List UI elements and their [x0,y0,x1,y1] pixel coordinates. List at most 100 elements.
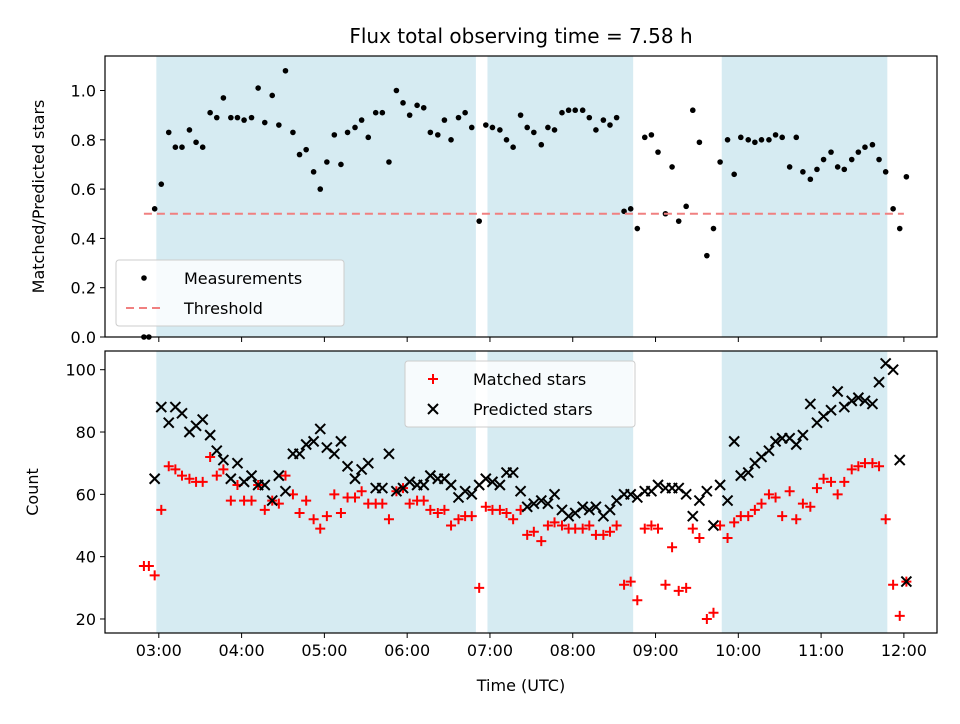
data-point [542,520,553,531]
data-point [524,124,531,131]
data-point [218,464,229,475]
data-point [241,117,247,123]
data-point [894,454,906,466]
data-point [687,510,699,522]
data-point [680,488,692,501]
data-point [805,501,816,512]
data-point [439,504,450,515]
data-point [420,104,427,111]
data-point [565,107,572,114]
series-matched-stars [138,451,912,624]
x-axis-label: Time (UTC) [476,676,565,695]
data-point [600,117,607,123]
data-point [722,532,733,543]
data-point [301,495,312,506]
data-point [538,141,545,148]
data-point [379,109,386,116]
data-point [356,486,367,497]
data-point [839,476,850,487]
data-point [731,171,737,178]
data-point [818,473,829,484]
data-point [349,473,361,485]
data-point [314,423,326,435]
data-point [766,137,772,143]
data-point [259,504,270,515]
data-point [176,407,188,420]
data-point [510,144,516,151]
data-point [362,457,374,469]
data-point [624,488,637,501]
data-point [350,492,361,503]
data-point [335,435,347,448]
data-point [903,173,910,180]
data-point [804,398,817,410]
shaded-interval-2 [487,56,634,337]
y-tick-label: 0.8 [71,131,96,150]
data-point [694,532,705,543]
data-point [728,435,740,448]
data-point [621,208,627,215]
y-tick-label: 0.0 [71,328,96,347]
data-point [508,514,519,525]
data-point [653,523,664,534]
data-point [625,576,636,587]
x-tick-label: 05:00 [301,641,347,660]
data-point [455,114,462,121]
data-point [266,494,278,507]
data-point [790,438,802,451]
data-point [273,469,285,482]
data-point [737,134,744,141]
data-point [681,582,692,593]
data-point [414,102,420,109]
data-point [163,416,175,429]
data-point [535,494,547,507]
data-point [876,156,882,163]
data-point [641,134,648,141]
data-point [769,435,782,448]
data-point [489,124,496,131]
y-tick-label: 60 [76,485,96,504]
data-point [494,479,506,491]
data-point [584,520,595,531]
data-point [404,498,415,509]
data-point [593,127,599,133]
data-point [619,579,630,590]
data-point [693,494,706,507]
data-point [211,470,222,481]
data-point [474,582,485,593]
x-tick-label: 11:00 [798,641,844,660]
data-point [655,149,661,155]
data-point [217,454,230,466]
data-point [176,470,187,481]
data-point [770,492,781,503]
data-point [307,435,320,448]
data-point [583,504,596,516]
data-point [425,504,436,515]
data-point [335,508,346,519]
series-predicted-stars [148,357,913,588]
data-point [611,520,622,531]
data-point [441,117,448,123]
data-point [683,203,689,210]
data-point [536,536,547,547]
data-point [853,461,864,472]
data-point [517,112,524,118]
data-point [435,132,441,138]
legend-marker [141,275,147,281]
bottom-panel: 03:00 04:00 05:00 06:00 07:00 08:00 09:00 10:00… [23,350,938,660]
data-point [846,464,857,475]
data-point [365,134,372,141]
data-point [779,134,785,141]
data-point [704,252,710,259]
data-point [777,511,788,522]
data-point [710,225,717,232]
data-point [590,501,602,513]
legend-label: Measurements [184,269,302,288]
data-point [158,181,165,187]
data-point [358,117,365,123]
legend: Matched stars Predicted stars [404,360,636,428]
data-point [735,469,747,482]
data-point [528,526,539,537]
data-point [204,429,216,441]
